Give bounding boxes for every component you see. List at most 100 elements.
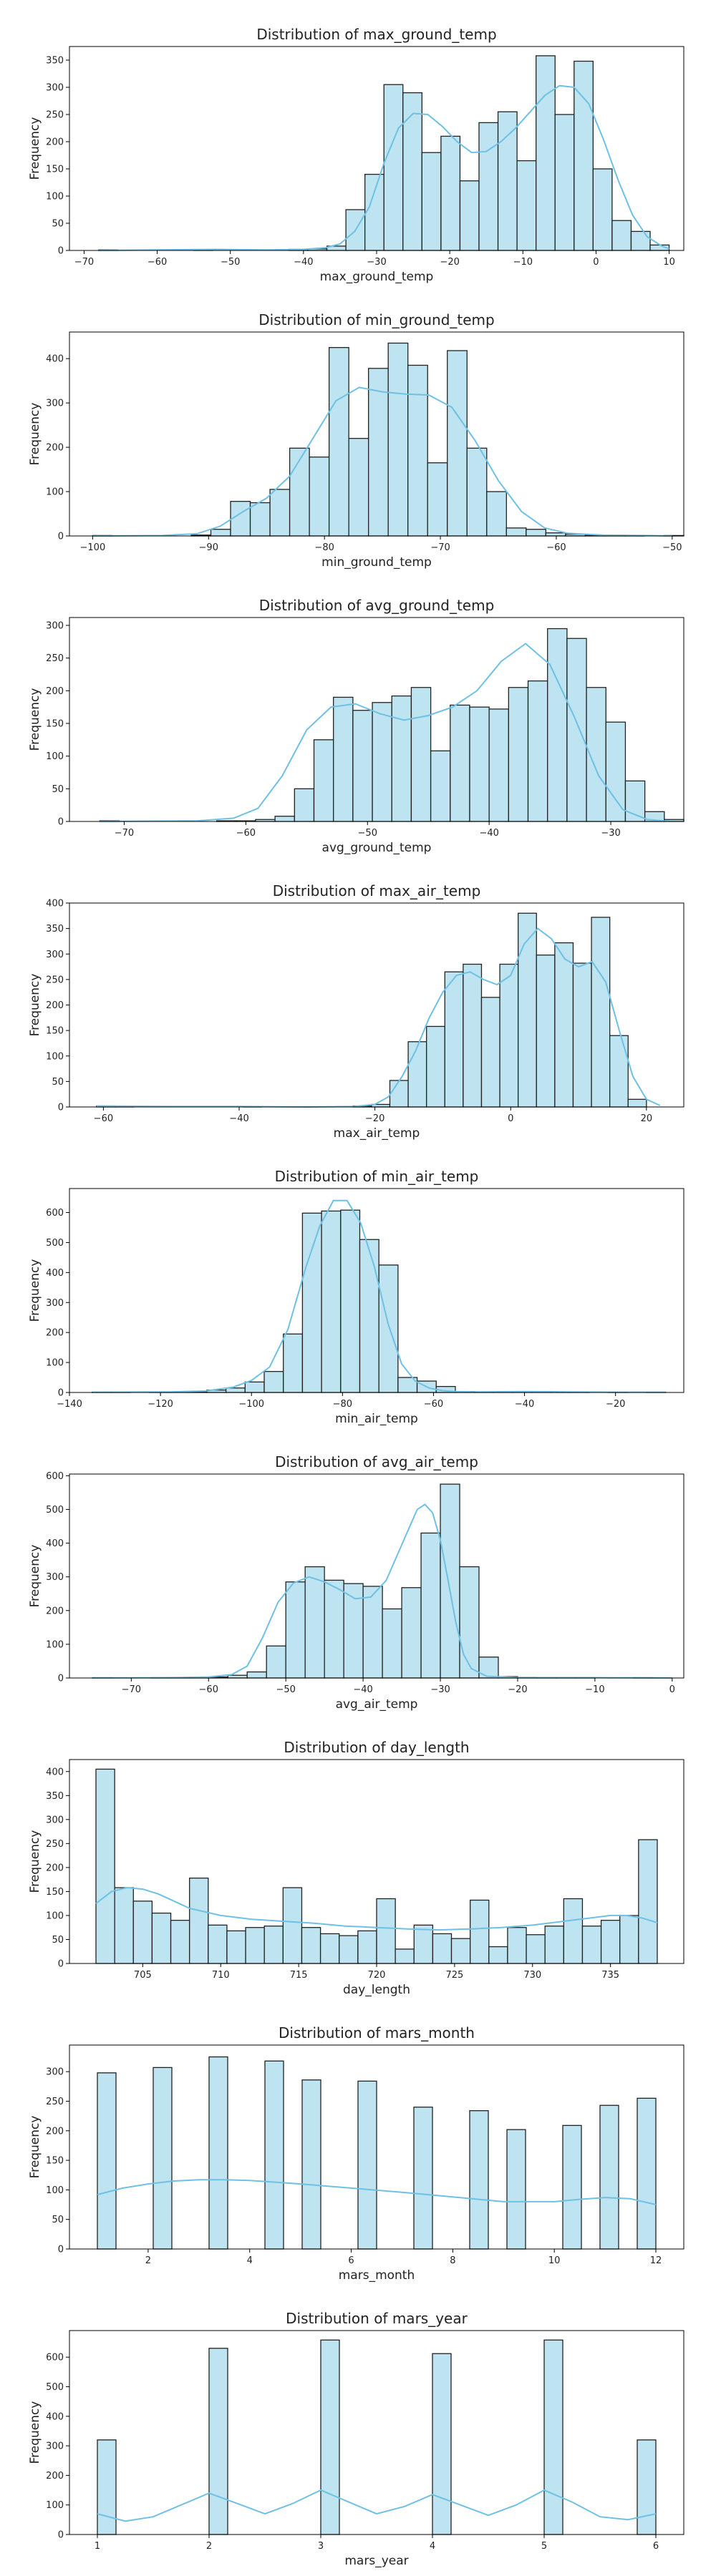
- y-axis-label: Frequency: [28, 1545, 42, 1608]
- histogram-bar: [592, 168, 613, 251]
- histogram-bar: [507, 1927, 527, 1964]
- histogram-bar: [97, 2072, 117, 2250]
- x-axis-label: avg_ground_temp: [322, 841, 432, 855]
- chart-panel-7: Distribution of day_length 705 710 715 720 72…: [28, 1739, 684, 1997]
- y-tick-label: 300: [46, 1298, 64, 1309]
- y-tick-label: 250: [46, 1839, 64, 1850]
- histogram-bar: [309, 457, 330, 537]
- kde-curve: [95, 1886, 658, 1931]
- chart-panel-1: Distribution of max_ground_temp −70 −60 −50…: [28, 26, 684, 284]
- x-tick-label: −50: [662, 542, 682, 553]
- histogram-bar: [95, 1768, 115, 1964]
- x-tick-label: 6: [653, 2541, 659, 2552]
- histogram-bar: [378, 1264, 399, 1393]
- plot-frame: [69, 1188, 684, 1393]
- chart-title: Distribution of max_air_temp: [273, 882, 481, 899]
- histogram-bar: [413, 2107, 433, 2250]
- chart-title: Distribution of max_ground_temp: [256, 26, 496, 43]
- histogram-bar: [466, 447, 488, 537]
- histogram-bar: [459, 1566, 480, 1679]
- histogram-bar: [282, 1887, 303, 1964]
- plot-frame: [69, 2330, 684, 2535]
- y-tick-label: 300: [46, 620, 64, 631]
- x-tick-label: 12: [650, 2255, 662, 2266]
- chart-panel-6: Distribution of avg_air_temp −70 −60 −50 −40…: [28, 1453, 684, 1712]
- y-tick-label: 350: [46, 56, 64, 67]
- chart-panel-9: Distribution of mars_year 1 2 3 4 5 6 0 100 200 30…: [28, 2310, 684, 2568]
- plot-frame: [69, 1473, 684, 1679]
- x-tick-label: 4: [430, 2541, 435, 2552]
- chart-panel-2: Distribution of min_ground_temp −100 −90 −8…: [28, 311, 684, 570]
- x-tick-label: 2: [206, 2541, 212, 2552]
- y-tick-label: 0: [58, 1388, 64, 1399]
- histogram-bar: [463, 963, 483, 1108]
- y-tick-label: 400: [46, 1268, 64, 1279]
- histogram-bar: [486, 491, 507, 537]
- histogram-bar: [609, 1035, 629, 1108]
- histogram-bar: [362, 1586, 383, 1679]
- chart-panel-3: Distribution of avg_ground_temp −70 −60 −50…: [28, 597, 684, 855]
- y-tick-label: 200: [46, 686, 64, 697]
- chart-title: Distribution of min_ground_temp: [258, 311, 494, 328]
- x-tick-label: −60: [424, 1399, 443, 1410]
- y-tick-label: 300: [46, 83, 64, 94]
- x-tick-label: −60: [147, 257, 167, 268]
- histogram-bar: [544, 1926, 564, 1964]
- x-tick-label: −20: [440, 257, 459, 268]
- histogram-bar: [227, 1674, 248, 1679]
- y-axis-label: Frequency: [28, 688, 42, 751]
- histogram-bar: [401, 1587, 422, 1679]
- x-tick-label: 20: [641, 1113, 653, 1124]
- histogram-bar: [545, 532, 566, 537]
- x-tick-label: 3: [318, 2541, 324, 2552]
- x-tick-label: −10: [513, 257, 533, 268]
- y-tick-label: 250: [46, 653, 64, 664]
- x-tick-label: −80: [333, 1399, 352, 1410]
- x-tick-label: −40: [353, 1684, 372, 1695]
- kde-curve: [100, 643, 672, 822]
- y-tick-label: 200: [46, 1000, 64, 1011]
- y-tick-label: 50: [52, 219, 64, 230]
- histogram-bar: [572, 962, 592, 1108]
- y-tick-label: 150: [46, 165, 64, 175]
- histogram-bar: [364, 173, 384, 251]
- y-tick-label: 250: [46, 110, 64, 121]
- histogram-bar: [382, 1608, 402, 1679]
- histogram-bar: [249, 502, 271, 537]
- x-tick-label: 0: [669, 1684, 675, 1695]
- y-tick-label: 0: [58, 532, 64, 542]
- histogram-bar: [627, 1098, 647, 1108]
- histogram-bar: [340, 1209, 361, 1393]
- histogram-bar: [333, 696, 354, 822]
- y-tick-label: 0: [58, 1103, 64, 1113]
- histogram-bar: [499, 963, 519, 1108]
- x-tick-label: 715: [290, 1970, 308, 1981]
- y-tick-label: 200: [46, 1328, 64, 1339]
- y-tick-label: 50: [52, 1935, 64, 1946]
- x-tick-label: 1: [95, 2541, 100, 2552]
- histogram-bar: [536, 55, 556, 251]
- y-tick-label: 400: [46, 899, 64, 909]
- x-tick-label: −70: [74, 257, 94, 268]
- y-tick-label: 50: [52, 2215, 64, 2225]
- histogram-bar: [208, 2348, 228, 2535]
- histogram-bar: [478, 122, 499, 251]
- histogram-bar: [294, 788, 315, 822]
- histogram-bar: [421, 152, 442, 251]
- histogram-bar: [274, 816, 295, 822]
- histogram-bar: [153, 2067, 173, 2250]
- x-tick-label: −40: [229, 1113, 248, 1124]
- x-tick-label: 4: [247, 2255, 253, 2266]
- histogram-bar: [269, 489, 291, 537]
- histogram-bar: [518, 912, 537, 1108]
- histogram-bar: [554, 114, 575, 251]
- histogram-bar: [470, 1899, 490, 1964]
- y-tick-label: 300: [46, 2067, 64, 2078]
- x-tick-label: −50: [276, 1684, 295, 1695]
- y-tick-label: 100: [46, 1639, 64, 1650]
- y-tick-label: 100: [46, 2185, 64, 2196]
- x-tick-label: −90: [199, 542, 218, 553]
- y-tick-label: 0: [58, 246, 64, 257]
- y-tick-label: 350: [46, 924, 64, 935]
